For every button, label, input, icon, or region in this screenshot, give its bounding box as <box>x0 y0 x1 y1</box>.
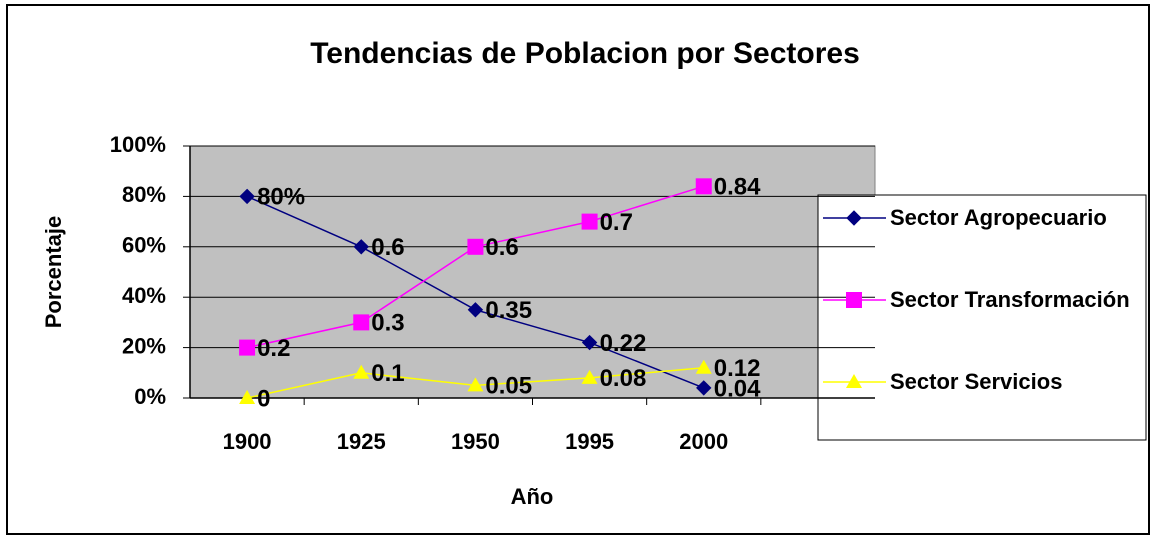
data-label: 0.2 <box>257 335 290 362</box>
data-point <box>467 302 484 318</box>
x-tick-label: 1925 <box>337 429 386 454</box>
data-label: 0.12 <box>714 355 761 382</box>
legend-marker <box>846 210 862 226</box>
data-label: 0.35 <box>485 297 532 324</box>
data-label: 0.7 <box>600 209 633 236</box>
data-point <box>581 213 598 230</box>
legend <box>817 194 1147 441</box>
data-label: 0.05 <box>485 373 532 400</box>
y-tick-label: 80% <box>122 182 166 207</box>
data-point <box>696 380 712 396</box>
legend-label: Sector Transformación <box>890 287 1130 312</box>
data-point <box>581 334 598 351</box>
data-point <box>695 359 712 374</box>
legend-label: Sector Servicios <box>890 369 1063 394</box>
data-label: 80% <box>257 184 305 211</box>
data-label: 0.6 <box>371 234 404 261</box>
legend-marker <box>846 292 862 308</box>
x-tick-label: 2000 <box>679 429 728 454</box>
data-point <box>581 369 598 384</box>
data-label: 0.22 <box>600 330 647 357</box>
legend-label: Sector Agropecuario <box>890 205 1107 230</box>
y-tick-label: 40% <box>122 283 166 308</box>
data-point <box>353 364 370 379</box>
data-label: 0.3 <box>371 310 404 337</box>
y-tick-label: 0% <box>134 384 166 409</box>
data-label: 0.84 <box>714 174 761 201</box>
y-tick-label: 60% <box>122 233 166 258</box>
data-point <box>353 314 370 331</box>
data-point <box>467 238 484 255</box>
x-tick-label: 1950 <box>451 429 500 454</box>
x-tick-label: 1900 <box>223 429 272 454</box>
y-axis-title: Porcentaje <box>41 216 66 329</box>
data-point <box>467 377 484 392</box>
y-tick-label: 20% <box>122 333 166 358</box>
legend-marker <box>846 374 862 388</box>
x-tick-label: 1995 <box>565 429 614 454</box>
data-label: 0.1 <box>371 360 404 387</box>
y-tick-label: 100% <box>110 132 166 157</box>
data-point <box>353 239 369 255</box>
data-label: 0.04 <box>714 375 761 402</box>
data-label: 0.6 <box>485 234 518 261</box>
chart-title: Tendencias de Poblacion por Sectores <box>310 37 860 70</box>
data-label: 0 <box>257 385 270 412</box>
x-axis-title: Año <box>511 484 554 509</box>
data-point <box>239 188 255 205</box>
data-label: 0.08 <box>600 365 647 392</box>
data-point <box>695 178 712 195</box>
data-point <box>239 390 256 404</box>
plot-area <box>189 145 876 399</box>
data-point <box>239 339 256 356</box>
